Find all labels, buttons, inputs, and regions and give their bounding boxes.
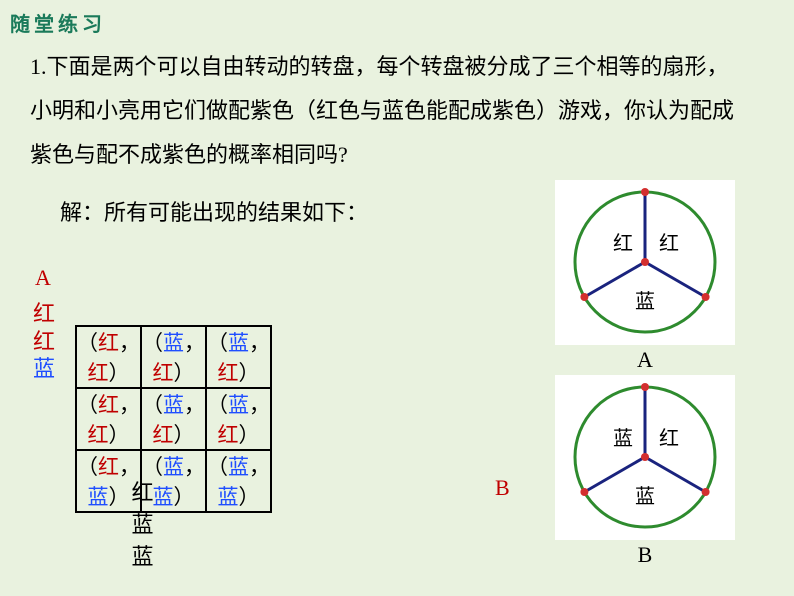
outcome-cell: （红，红） (76, 326, 141, 388)
col-header: 蓝 (75, 507, 210, 539)
edge-dot (580, 293, 588, 301)
spinner-b-container: 蓝 红 蓝 B (555, 375, 735, 568)
spinner-b-svg: 蓝 红 蓝 (555, 375, 735, 540)
col-headers: 红 蓝 蓝 (75, 475, 210, 571)
table-row: （红，红）（蓝，红）（蓝，红） (76, 388, 271, 450)
spinner-a-box: 红 红 蓝 (555, 180, 735, 345)
center-dot (641, 258, 649, 266)
edge-dot (641, 383, 649, 391)
center-dot (641, 453, 649, 461)
col-header: 蓝 (75, 539, 210, 571)
edge-dot (641, 188, 649, 196)
outcome-cell: （蓝，蓝） (206, 450, 271, 512)
edge-dot (702, 488, 710, 496)
sector-label: 红 (613, 232, 633, 255)
section-header: 随堂练习 (0, 0, 794, 37)
outcome-cell: （蓝，红） (141, 388, 206, 450)
table-row: （红，红）（蓝，红）（蓝，红） (76, 326, 271, 388)
a-axis-label: A (35, 265, 51, 291)
sector-label: 蓝 (635, 485, 655, 508)
edge-dot (702, 293, 710, 301)
sector-label: 蓝 (613, 427, 633, 450)
sector-label: 红 (659, 232, 679, 255)
row-header: 红 (33, 300, 55, 328)
b-axis-label: B (495, 475, 510, 501)
spinner-b-caption: B (555, 542, 735, 568)
row-header: 红 (33, 328, 55, 356)
sector-label: 蓝 (635, 290, 655, 313)
col-header: 红 (75, 475, 210, 507)
row-headers: 红 红 蓝 (33, 300, 55, 383)
sector-label: 红 (659, 427, 679, 450)
outcome-cell: （蓝，红） (206, 388, 271, 450)
spinner-a-container: 红 红 蓝 A (555, 180, 735, 373)
problem-statement: 1.下面是两个可以自由转动的转盘，每个转盘被分成了三个相等的扇形，小明和小亮用它… (0, 37, 780, 177)
edge-dot (580, 488, 588, 496)
spinner-a-svg: 红 红 蓝 (555, 180, 735, 345)
spinner-a-caption: A (555, 347, 735, 373)
row-header: 蓝 (33, 355, 55, 383)
outcome-cell: （蓝，红） (141, 326, 206, 388)
outcome-cell: （红，红） (76, 388, 141, 450)
spinner-b-box: 蓝 红 蓝 (555, 375, 735, 540)
outcome-cell: （蓝，红） (206, 326, 271, 388)
